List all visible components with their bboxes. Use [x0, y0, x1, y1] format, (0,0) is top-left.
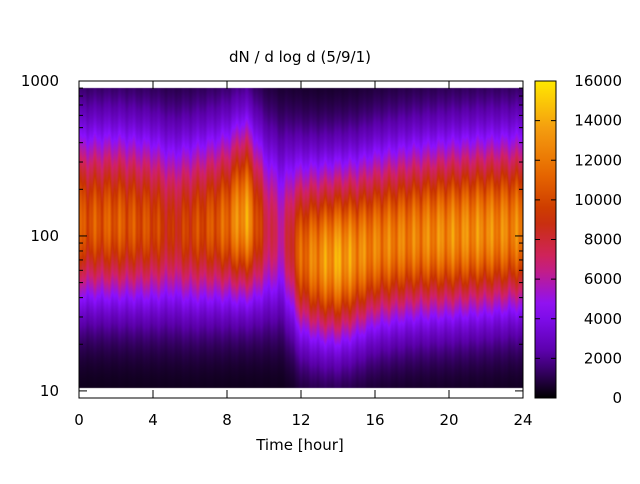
x-tick-label: 12 — [291, 411, 310, 429]
x-tick-label: 4 — [148, 411, 158, 429]
colorbar-tick-label: 2000 — [584, 349, 622, 367]
heatmap-plot-area — [79, 81, 523, 398]
colorbar: 0 2000 4000 6000 8000 10000 12000 14000 16000 — [534, 72, 622, 407]
colorbar-tick-label: 14000 — [574, 112, 622, 130]
axes: 0 4 8 12 16 20 24 10 100 1000 — [21, 72, 533, 429]
colorbar-tick-label: 4000 — [584, 310, 622, 328]
y-tick-label: 100 — [30, 227, 59, 245]
x-tick-label: 24 — [513, 411, 532, 429]
x-tick-label: 16 — [365, 411, 384, 429]
y-tick-label: 1000 — [21, 72, 59, 90]
heatmap-image — [79, 81, 523, 398]
colorbar-tick-label: 6000 — [584, 270, 622, 288]
colorbar-tick-label: 10000 — [574, 191, 622, 209]
colorbar-tick-label: 12000 — [574, 151, 622, 169]
y-tick-label: 10 — [40, 382, 59, 400]
chart-title: dN / d log d (5/9/1) — [229, 48, 371, 66]
x-tick-label: 20 — [439, 411, 458, 429]
colorbar-tick-label: 0 — [612, 389, 622, 407]
x-tick-label: 8 — [222, 411, 232, 429]
colorbar-tick-label: 8000 — [584, 231, 622, 249]
x-axis-label: Time [hour] — [255, 436, 344, 454]
x-tick-label: 0 — [74, 411, 84, 429]
colorbar-tick-label: 16000 — [574, 72, 622, 90]
